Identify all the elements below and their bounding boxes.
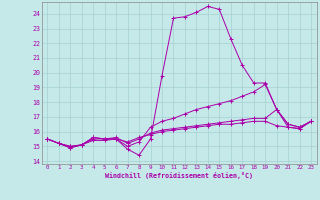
X-axis label: Windchill (Refroidissement éolien,°C): Windchill (Refroidissement éolien,°C) <box>105 172 253 179</box>
